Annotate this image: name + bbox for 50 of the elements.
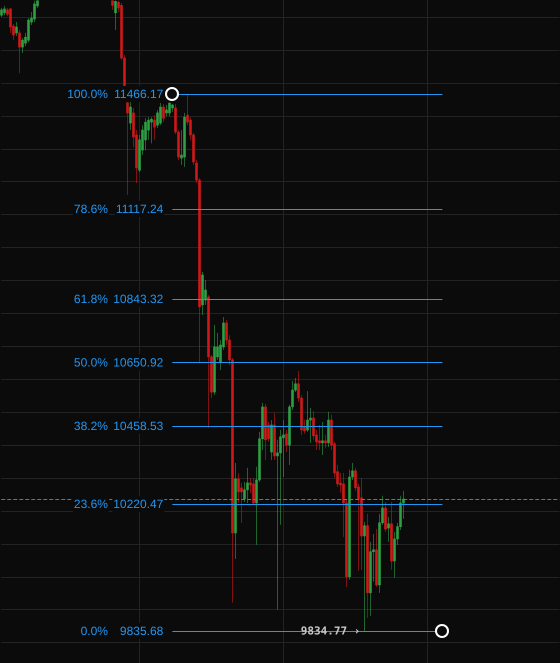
candlestick [168, 102, 171, 117]
candlestick [366, 514, 369, 618]
candlestick [162, 104, 165, 122]
candlestick [159, 102, 162, 126]
y-tick-label: 10843.32 [113, 292, 164, 306]
candlestick [3, 6, 6, 16]
candlestick [324, 434, 327, 448]
candlestick [111, 0, 114, 10]
candlestick [384, 502, 387, 532]
candlestick [183, 112, 186, 168]
candlestick [153, 114, 156, 140]
candlestick [33, 0, 36, 22]
y-tick-label: 11117.24 [116, 202, 164, 216]
candlestick [165, 104, 168, 117]
candlestick [327, 412, 330, 448]
candlestick [15, 22, 18, 36]
candlestick [150, 116, 153, 144]
candlestick [126, 102, 129, 196]
y2-tick-label: 23.6% [74, 497, 108, 512]
candlestick [0, 8, 3, 18]
y2-tick-label: 38.2% [74, 418, 108, 433]
y-tick-label: 11466.17 [114, 87, 164, 102]
candlestick [201, 272, 204, 316]
y2-tick-label: 0.0% [80, 624, 108, 638]
candlestick [171, 104, 174, 112]
candlestick [18, 30, 21, 74]
candlestick [252, 478, 255, 506]
y2-tick-label: 100.0% [67, 87, 108, 102]
y-tick-label: 10650.92 [113, 355, 164, 370]
y-tick-label: 9835.68 [120, 624, 164, 638]
candlestick [390, 502, 393, 570]
candlestick [360, 478, 363, 570]
candlestick [129, 102, 132, 130]
candlestick [207, 294, 210, 428]
candlestick [273, 412, 276, 460]
candlestick [270, 420, 273, 460]
candlestick [321, 422, 324, 456]
candlestick [318, 424, 321, 450]
y2-tick-label: 78.6% [74, 202, 108, 216]
candlestick [114, 0, 117, 30]
candlestick [213, 324, 216, 396]
candlestick [285, 430, 288, 452]
y-tick-label: 10220.47 [113, 497, 164, 512]
y2-tick-label: 50.0% [74, 355, 108, 370]
candlestick [387, 516, 390, 542]
candlestick [363, 521, 366, 632]
candlestick [375, 528, 378, 588]
y2-tick-label: 61.8% [74, 292, 108, 306]
y-tick-label: 10458.53 [113, 418, 164, 433]
candlestick [264, 404, 267, 460]
